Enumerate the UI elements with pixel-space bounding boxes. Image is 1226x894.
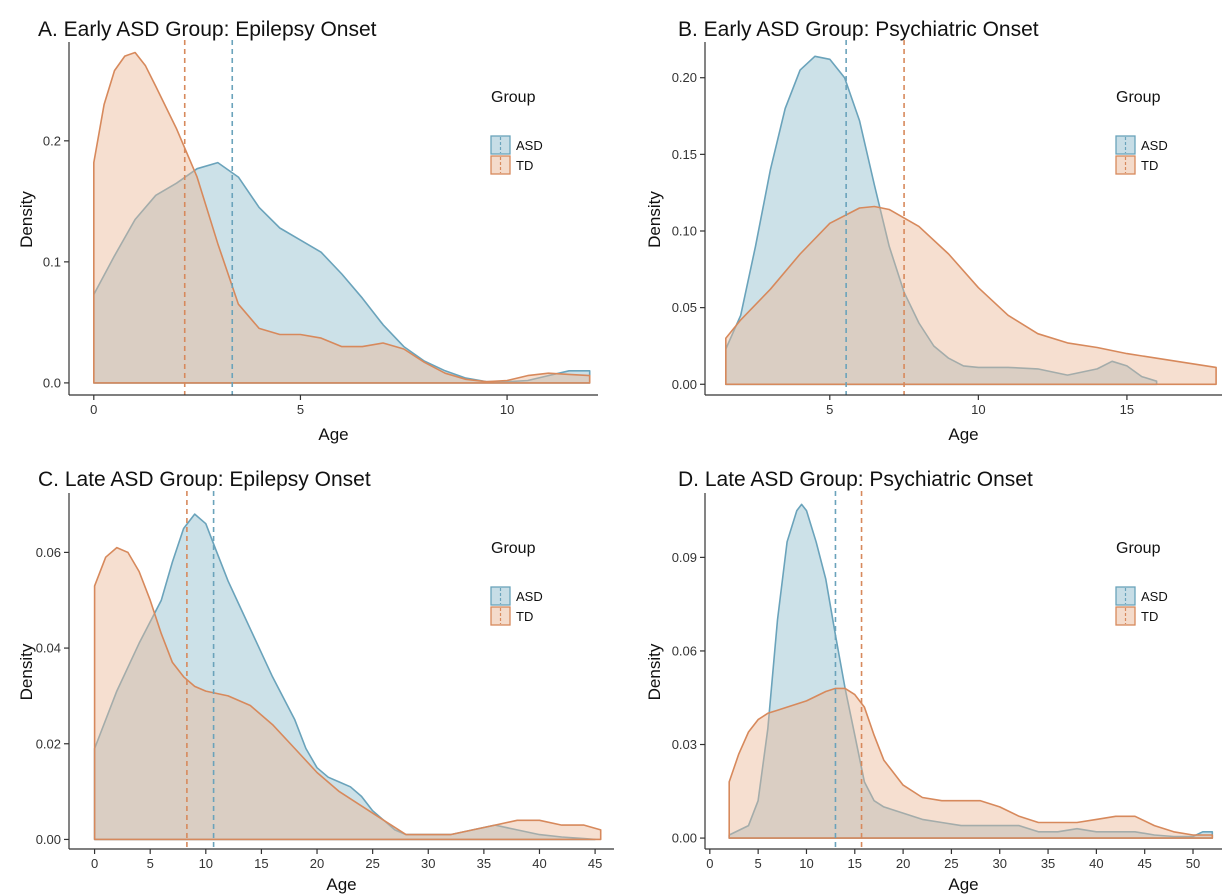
x-tick-label: 0 xyxy=(706,856,713,871)
legend-title: Group xyxy=(491,89,536,106)
legend-title: Group xyxy=(1116,89,1161,106)
density-area-asd xyxy=(725,55,1158,386)
x-axis-title: Age xyxy=(948,425,978,444)
x-tick-label: 0 xyxy=(90,402,97,417)
x-tick-label: 5 xyxy=(297,402,304,417)
y-tick-label: 0.00 xyxy=(36,832,61,847)
y-tick-label: 0.0 xyxy=(43,375,61,390)
y-tick-label: 0.00 xyxy=(672,377,697,392)
panel-title: C. Late ASD Group: Epilepsy Onset xyxy=(38,468,371,491)
legend: Group ASD TD xyxy=(1115,540,1168,626)
x-tick-label: 25 xyxy=(944,856,958,871)
panel-c: C. Late ASD Group: Epilepsy Onset 0.00 0.0… xyxy=(17,468,614,894)
y-tick-label: 0.05 xyxy=(672,300,697,315)
x-tick-label: 45 xyxy=(1137,856,1151,871)
legend: Group ASD TD xyxy=(490,89,543,175)
x-tick-label: 10 xyxy=(799,856,813,871)
y-tick-label: 0.1 xyxy=(43,254,61,269)
x-tick-label: 50 xyxy=(1186,856,1200,871)
x-axis-title: Age xyxy=(948,875,978,894)
x-tick-label: 20 xyxy=(896,856,910,871)
legend: Group ASD TD xyxy=(490,540,543,626)
panel-b: B. Early ASD Group: Psychiatric Onset 0.0… xyxy=(645,18,1222,444)
panel-a: A. Early ASD Group: Epilepsy Onset 0.0 0.1… xyxy=(17,18,598,444)
x-tick-label: 10 xyxy=(199,856,213,871)
x-tick-label: 30 xyxy=(421,856,435,871)
x-tick-label: 40 xyxy=(532,856,546,871)
x-tick-label: 15 xyxy=(254,856,268,871)
x-tick-label: 15 xyxy=(848,856,862,871)
x-tick-label: 35 xyxy=(477,856,491,871)
panel-title: B. Early ASD Group: Psychiatric Onset xyxy=(678,18,1039,41)
density-area-asd xyxy=(93,161,591,384)
x-tick-label: 10 xyxy=(971,402,985,417)
x-tick-label: 20 xyxy=(310,856,324,871)
y-tick-label: 0.20 xyxy=(672,70,697,85)
panel-d: D. Late ASD Group: Psychiatric Onset 0.00… xyxy=(645,468,1222,894)
legend-label-asd: ASD xyxy=(1141,138,1168,153)
y-tick-label: 0.06 xyxy=(36,545,61,560)
panel-title: A. Early ASD Group: Epilepsy Onset xyxy=(38,18,377,41)
density-area-td xyxy=(93,546,602,841)
y-axis-title: Density xyxy=(645,643,664,700)
x-tick-label: 10 xyxy=(500,402,514,417)
density-area-asd xyxy=(728,503,1214,839)
legend-label-asd: ASD xyxy=(516,589,543,604)
density-area-td xyxy=(93,51,591,384)
y-axis-title: Density xyxy=(645,191,664,248)
panel-title: D. Late ASD Group: Psychiatric Onset xyxy=(678,468,1033,491)
legend-label-asd: ASD xyxy=(516,138,543,153)
x-tick-label: 40 xyxy=(1089,856,1103,871)
x-tick-label: 25 xyxy=(365,856,379,871)
x-tick-label: 5 xyxy=(755,856,762,871)
x-tick-label: 15 xyxy=(1120,402,1134,417)
legend-label-td: TD xyxy=(1141,158,1158,173)
x-tick-label: 45 xyxy=(588,856,602,871)
x-axis-title: Age xyxy=(318,425,348,444)
x-tick-label: 30 xyxy=(993,856,1007,871)
x-tick-label: 5 xyxy=(147,856,154,871)
y-tick-label: 0.10 xyxy=(672,223,697,238)
density-area-asd xyxy=(93,513,596,841)
legend-title: Group xyxy=(1116,540,1161,557)
density-area-td xyxy=(728,687,1214,839)
legend: Group ASD TD xyxy=(1115,89,1168,175)
x-tick-label: 5 xyxy=(826,402,833,417)
legend-label-td: TD xyxy=(516,609,533,624)
legend-label-td: TD xyxy=(1141,609,1158,624)
y-tick-label: 0.2 xyxy=(43,133,61,148)
y-tick-label: 0.06 xyxy=(672,643,697,658)
y-axis-title: Density xyxy=(17,191,36,248)
x-tick-label: 35 xyxy=(1041,856,1055,871)
y-tick-label: 0.04 xyxy=(36,641,61,656)
y-tick-label: 0.15 xyxy=(672,147,697,162)
legend-title: Group xyxy=(491,540,536,557)
y-tick-label: 0.03 xyxy=(672,737,697,752)
density-area-td xyxy=(725,205,1217,386)
y-tick-label: 0.09 xyxy=(672,550,697,565)
y-tick-label: 0.00 xyxy=(672,831,697,846)
y-axis-title: Density xyxy=(17,643,36,700)
legend-label-asd: ASD xyxy=(1141,589,1168,604)
y-tick-label: 0.02 xyxy=(36,736,61,751)
legend-label-td: TD xyxy=(516,158,533,173)
x-axis-title: Age xyxy=(326,875,356,894)
x-tick-label: 0 xyxy=(91,856,98,871)
